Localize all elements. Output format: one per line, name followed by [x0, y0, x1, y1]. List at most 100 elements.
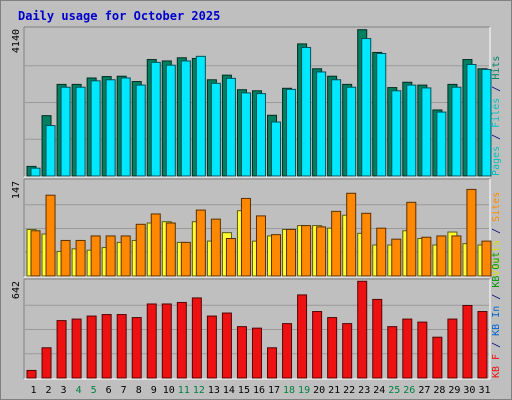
- bar-kb-f-day-2: [41, 347, 52, 379]
- bar-files-day-19: [301, 46, 312, 177]
- bar-kb-f-day-17: [267, 347, 278, 379]
- x-tick-label: 22: [343, 385, 355, 396]
- bar-kb-f-day-3: [56, 320, 67, 379]
- bar-files-day-16: [255, 93, 266, 177]
- bar-sites-day-2: [45, 194, 56, 277]
- bar-files-day-12: [195, 55, 206, 177]
- x-tick-label: 25: [388, 385, 400, 396]
- bar-sites-day-22: [346, 192, 357, 277]
- bar-kb-f-day-20: [312, 311, 323, 379]
- bar-sites-day-24: [376, 227, 387, 277]
- legend-label: Visits: [491, 240, 502, 276]
- bar-files-day-27: [421, 87, 432, 177]
- bar-files-day-31: [481, 68, 492, 177]
- bar-kb-f-day-10: [161, 303, 172, 379]
- legend-label: KB F: [491, 354, 502, 378]
- bar-sites-day-26: [406, 201, 417, 277]
- bar-sites-day-14: [225, 238, 236, 277]
- bar-files-day-25: [391, 90, 402, 177]
- x-tick-label: 10: [163, 385, 175, 396]
- bar-kb-f-day-13: [206, 315, 217, 379]
- x-tick-label: 29: [448, 385, 460, 396]
- bar-sites-day-9: [150, 213, 161, 277]
- legend-label: Hits: [491, 56, 502, 80]
- bar-files-day-5: [90, 80, 101, 177]
- x-tick-label: 7: [121, 385, 127, 396]
- bar-sites-day-19: [301, 225, 312, 277]
- bar-kb-f-day-8: [131, 317, 142, 379]
- bar-kb-f-day-4: [71, 318, 82, 379]
- bar-kb-f-day-31: [477, 311, 488, 379]
- bar-sites-day-4: [75, 239, 86, 277]
- legend-label: KB In: [491, 306, 502, 336]
- x-tick-label: 1: [30, 385, 36, 396]
- bar-files-day-11: [180, 60, 191, 177]
- bar-kb-f-day-14: [221, 312, 232, 379]
- legend-separator: /: [491, 288, 502, 306]
- x-tick-label: 19: [298, 385, 310, 396]
- bar-files-day-18: [286, 88, 297, 177]
- bar-files-day-28: [436, 111, 447, 177]
- bar-kb-f-day-1: [26, 369, 37, 379]
- x-tick-label: 24: [373, 385, 385, 396]
- bar-files-day-15: [240, 92, 251, 177]
- bar-files-day-7: [120, 77, 131, 177]
- bar-sites-day-7: [120, 235, 131, 277]
- x-tick-label: 6: [106, 385, 112, 396]
- bar-sites-day-10: [165, 222, 176, 277]
- bar-sites-day-27: [421, 236, 432, 277]
- bar-sites-day-29: [451, 235, 462, 277]
- legend-separator: /: [491, 80, 502, 98]
- bar-kb-f-day-27: [417, 321, 428, 379]
- x-tick-label: 15: [238, 385, 250, 396]
- bar-files-day-10: [165, 64, 176, 177]
- bar-sites-day-30: [466, 188, 477, 277]
- legend-separator: /: [491, 222, 502, 240]
- bar-kb-f-day-23: [357, 280, 368, 379]
- x-tick-label: 21: [328, 385, 340, 396]
- bar-sites-day-16: [255, 215, 266, 277]
- bar-files-day-3: [60, 86, 71, 177]
- legend-separator: /: [491, 336, 502, 354]
- bar-files-day-6: [105, 79, 116, 177]
- bar-sites-day-8: [135, 223, 146, 277]
- bar-files-day-30: [466, 64, 477, 177]
- bar-sites-day-25: [391, 238, 402, 277]
- bar-kb-f-day-25: [387, 326, 398, 379]
- bar-kb-f-day-5: [86, 315, 97, 379]
- bar-kb-f-day-18: [282, 323, 293, 379]
- bar-kb-f-day-19: [297, 294, 308, 379]
- bar-files-day-23: [361, 38, 372, 177]
- x-tick-label: 14: [223, 385, 235, 396]
- bar-sites-day-12: [195, 209, 206, 277]
- bar-sites-day-21: [331, 210, 342, 277]
- x-tick-label: 11: [178, 385, 190, 396]
- x-tick-label: 20: [313, 385, 325, 396]
- bar-sites-day-5: [90, 235, 101, 277]
- x-tick-label: 18: [283, 385, 295, 396]
- panel-kbytes: 642 KB F / KB In / KB Out: [11, 252, 502, 380]
- x-tick-label: 4: [76, 385, 82, 396]
- bar-kb-f-day-6: [101, 314, 112, 379]
- x-tick-label: 2: [46, 385, 52, 396]
- bar-sites-day-23: [361, 212, 372, 277]
- y-max-label: 642: [11, 281, 22, 299]
- x-tick-label: 28: [433, 385, 445, 396]
- bar-files-day-22: [346, 86, 357, 177]
- bar-kb-f-day-28: [432, 336, 443, 379]
- bar-sites-day-17: [271, 234, 282, 277]
- x-tick-label: 27: [418, 385, 430, 396]
- panel-usage: 4140 Pages / Files / Hits: [11, 26, 502, 178]
- bar-kb-f-day-12: [191, 297, 202, 379]
- bar-files-day-14: [225, 77, 236, 177]
- bar-kb-f-day-29: [447, 318, 458, 379]
- bar-sites-day-18: [286, 228, 297, 277]
- x-tick-label: 9: [151, 385, 157, 396]
- bar-kb-f-day-15: [236, 326, 247, 379]
- x-tick-label: 26: [403, 385, 415, 396]
- bar-kb-f-day-7: [116, 314, 127, 379]
- series-legend-vertical: KB F / KB In / KB Out: [491, 252, 502, 378]
- legend-label: Files: [491, 98, 502, 128]
- bar-kb-f-day-22: [342, 323, 353, 379]
